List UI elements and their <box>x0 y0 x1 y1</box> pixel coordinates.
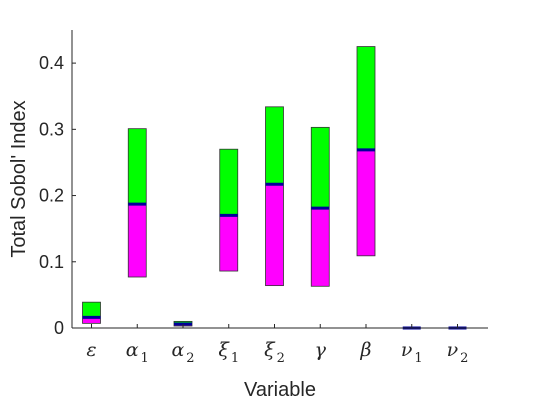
bar-upper-segment <box>219 149 238 216</box>
bars-layer <box>82 46 467 330</box>
x-tick-symbol: α <box>126 339 139 361</box>
x-tick-subscript: 2 <box>460 351 468 366</box>
x-tick-label: ε <box>86 339 96 361</box>
bar-upper-segment <box>265 106 284 185</box>
x-tick-label: β <box>360 339 372 361</box>
bar-lower-segment <box>265 184 284 286</box>
y-tick-label: 0 <box>54 318 64 338</box>
bar-lower-segment <box>357 149 375 256</box>
x-tick-subscript: 1 <box>141 351 149 366</box>
x-tick-symbol: α <box>171 339 184 361</box>
x-tick-subscript: 1 <box>231 351 239 366</box>
bar-outline <box>82 301 101 324</box>
y-tick-label: 0.2 <box>39 186 64 206</box>
y-tick-label: 0.3 <box>39 119 64 139</box>
x-tick-label: γ <box>315 339 327 361</box>
bar-upper-segment <box>82 302 101 318</box>
y-axis-title: Total Sobol' Index <box>8 100 30 257</box>
x-tick-symbol: ν <box>401 339 413 361</box>
x-axis-title: Variable <box>244 379 316 401</box>
bar-upper-segment <box>357 46 375 150</box>
x-tick-symbol: ξ <box>218 339 230 361</box>
bar-outline <box>265 106 284 287</box>
x-tick-symbol: ξ <box>264 339 276 361</box>
y-tick-label: 0.1 <box>39 252 64 272</box>
bar-lower-segment <box>128 204 147 278</box>
bar-upper-segment <box>128 128 147 205</box>
x-tick-subscript: 2 <box>186 351 194 366</box>
y-tick-label: 0.4 <box>39 53 64 73</box>
x-tick-symbol: ε <box>86 339 96 361</box>
x-tick-symbol: ν <box>447 339 459 361</box>
bar-lower-segment <box>311 208 330 287</box>
bar-lower-segment <box>219 215 238 272</box>
axes-layer <box>71 30 488 329</box>
bar-upper-segment <box>311 127 330 209</box>
x-tick-subscript: 1 <box>414 351 422 366</box>
x-tick-subscript: 2 <box>277 351 285 366</box>
x-tick-symbol: γ <box>315 339 327 361</box>
bar-outline <box>219 148 239 272</box>
bar-lower-segment <box>82 317 101 324</box>
x-tick-symbol: β <box>360 339 372 361</box>
labels-layer: 00.10.20.30.4ε α 1 α 2 ξ 1 ξ 2 γ β ν 1 ν 2VariableTota… <box>8 53 468 401</box>
